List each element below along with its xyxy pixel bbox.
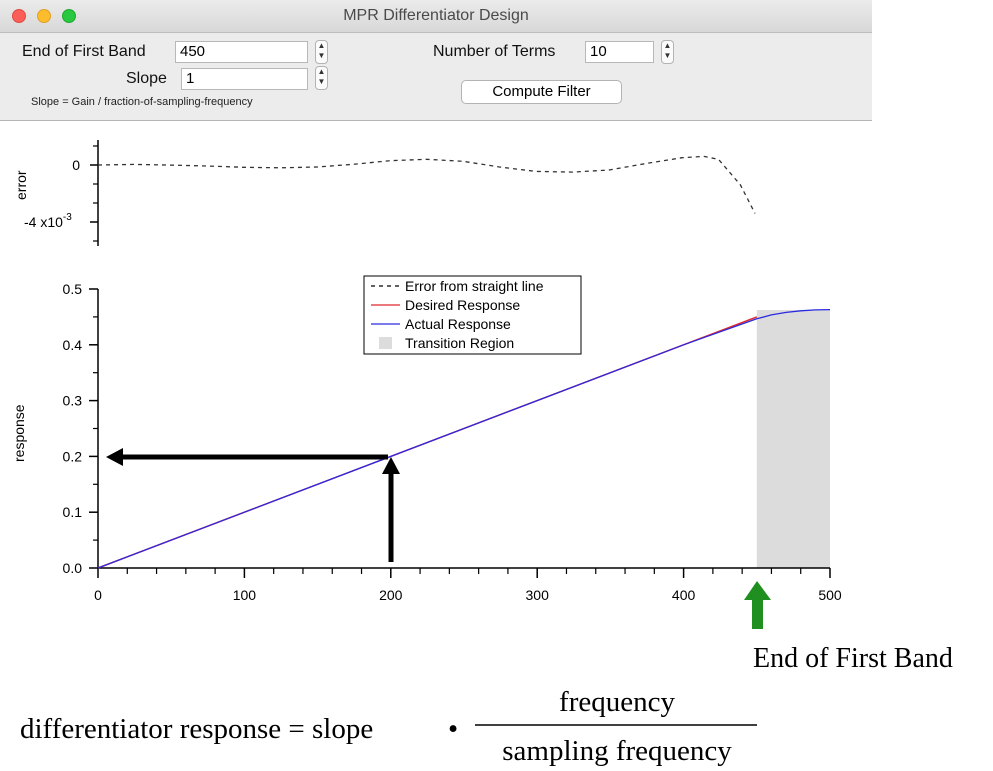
legend-item: Desired Response [405,297,520,313]
formula-numerator: frequency [559,686,675,718]
slope-label: Slope [126,70,167,87]
green-arrow-shaft [752,598,763,629]
y-tick-label: 0.2 [63,448,83,464]
close-window-button[interactable] [12,9,26,23]
title-bar: MPR Differentiator Design [0,0,872,33]
minimize-window-button[interactable] [37,9,51,23]
formula-denominator: sampling frequency [502,735,732,767]
slope-stepper[interactable]: ▲ ▼ [315,66,328,90]
response-axis-label: response [11,404,27,462]
compute-filter-button[interactable]: Compute Filter [461,80,622,104]
reading-arrows [106,448,400,562]
formula-bullet: • [448,713,458,745]
up-down-arrows-icon: ▲ ▼ [663,41,672,60]
terms-label: Number of Terms [433,43,556,60]
x-tick-label: 300 [526,587,550,603]
left-arrow-icon [106,448,123,466]
legend-item: Transition Region [405,335,514,351]
end-band-input[interactable]: 450 [175,41,308,63]
error-tick-label: -4 x10-3 [24,212,72,230]
x-tick-label: 200 [379,587,403,603]
up-down-arrows-icon: ▲ ▼ [317,41,326,60]
x-tick-label: 100 [233,587,257,603]
y-tick-label: 0.0 [63,560,83,576]
green-up-arrow-icon [744,581,771,600]
y-tick-label: 0.1 [63,504,83,520]
slope-input[interactable]: 1 [181,68,308,90]
error-chart: 0 -4 x10-3 error [13,140,756,246]
error-axis-label: error [13,170,29,200]
y-tick-label: 0.4 [63,337,83,353]
formula-left: differentiator response = slope [20,713,373,745]
error-series-line [97,155,756,214]
end-band-label: End of First Band [22,43,146,60]
legend-box [363,275,582,355]
actual-response-line [97,308,831,569]
end-band-stepper[interactable]: ▲ ▼ [315,40,328,64]
response-chart: 0.0 0.1 0.2 0.3 0.4 0.5 0 100 200 300 400 500 respo… [11,275,842,629]
y-tick-label: 0.5 [63,281,83,297]
transition-region [756,310,830,568]
legend-item: Error from straight line [405,278,544,294]
chart-legend: Error from straight line Desired Respons… [363,275,582,355]
up-arrow-icon [382,457,400,474]
end-band-annotation: End of First Band [753,643,953,674]
terms-stepper[interactable]: ▲ ▼ [661,40,674,64]
terms-input[interactable]: 10 [585,41,654,63]
legend-swatch-transition [379,337,392,349]
slope-hint: Slope = Gain / fraction-of-sampling-freq… [31,96,253,108]
x-tick-label: 500 [818,587,842,603]
x-tick-label: 400 [672,587,696,603]
x-tick-label: 0 [94,587,102,603]
end-band-marker [744,581,771,629]
legend-item: Actual Response [405,316,511,332]
zoom-window-button[interactable] [62,9,76,23]
filter-design-window: MPR Differentiator Design End of First B… [0,0,872,121]
window-title: MPR Differentiator Design [343,7,529,24]
up-down-arrows-icon: ▲ ▼ [317,67,326,86]
y-tick-label: 0.3 [63,393,83,409]
error-tick-label: 0 [72,157,80,173]
